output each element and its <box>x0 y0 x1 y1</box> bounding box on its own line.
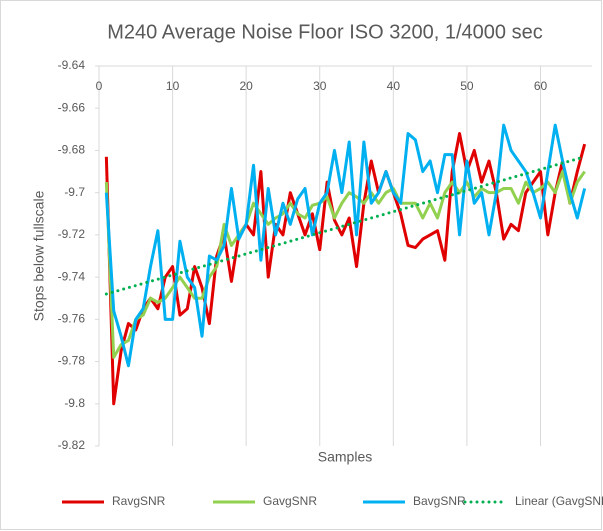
y-tick-label: -9.76 <box>58 312 86 326</box>
series-line <box>104 155 587 296</box>
y-tick-label: -9.7 <box>64 185 85 199</box>
legend-label: GavgSNR <box>263 494 317 508</box>
y-axis-label: Stops below fullscale <box>31 190 47 321</box>
series-line <box>104 132 587 406</box>
y-tick-label: -9.66 <box>58 100 86 114</box>
x-tick-label: 60 <box>534 79 548 93</box>
x-axis-label: Samples <box>318 449 372 465</box>
legend-label: BavgSNR <box>413 494 466 508</box>
y-tick-label: -9.78 <box>58 354 86 368</box>
y-tick-label: -9.72 <box>58 227 86 241</box>
y-tick-label: -9.64 <box>58 58 86 72</box>
x-tick-label: 30 <box>313 79 327 93</box>
series-line <box>104 170 586 359</box>
legend-label: Linear (GavgSNR) <box>515 494 603 508</box>
x-tick-label: 40 <box>387 79 401 93</box>
y-tick-label: -9.8 <box>64 396 85 410</box>
x-tick-label: 20 <box>239 79 253 93</box>
x-tick-label: 10 <box>166 79 180 93</box>
y-tick-label: -9.82 <box>58 438 86 452</box>
legend-label: RavgSNR <box>112 494 166 508</box>
x-tick-label: 50 <box>460 79 474 93</box>
y-tick-label: -9.68 <box>58 143 86 157</box>
x-tick-label: 0 <box>96 79 103 93</box>
y-tick-label: -9.74 <box>58 269 86 283</box>
chart-title: M240 Average Noise Floor ISO 3200, 1/400… <box>107 21 542 43</box>
